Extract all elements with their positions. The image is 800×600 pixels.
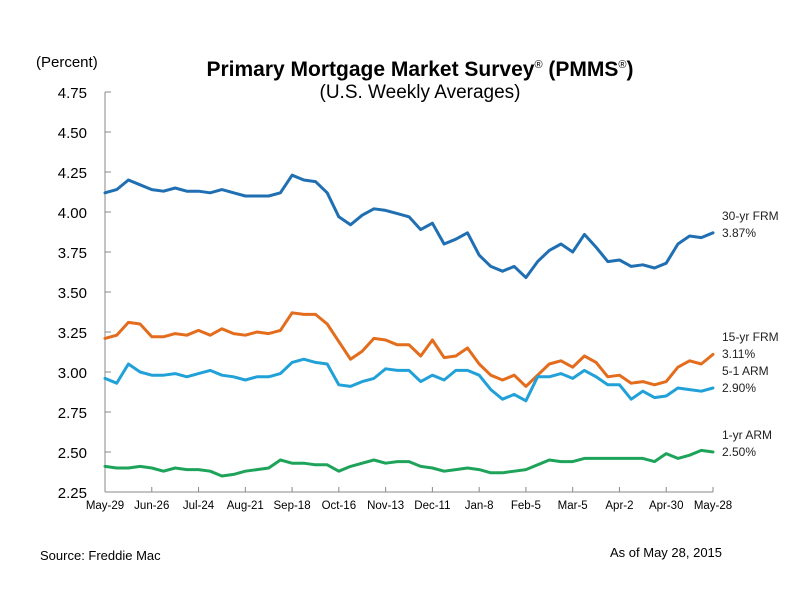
series-latest-value: 2.90% [722,381,757,395]
y-tick-label: 4.00 [58,205,87,222]
x-tick-label: Apr-2 [605,500,633,512]
x-tick-label: Jul-24 [183,500,215,512]
chart-title: Primary Mortgage Market Survey® (PMMS®) [0,58,800,82]
series-name: 30-yr FRM [722,208,779,223]
x-tick-label: Feb-5 [511,500,541,512]
y-tick-label: 3.00 [58,365,87,382]
series-line-5-1-arm [103,357,715,403]
x-tick-label: Nov-13 [367,500,404,512]
title-mid: (PMMS [542,58,619,81]
series-name: 15-yr FRM [722,330,779,345]
title-end: ) [626,58,634,81]
registered-mark: ® [534,59,543,71]
series-end-label: 1-yr ARM 2.50% [722,427,772,461]
x-tick-label: Oct-16 [322,500,357,512]
x-tick-label: Jun-26 [134,500,169,512]
y-tick-label: 2.50 [58,445,87,462]
x-tick-label: May-29 [86,500,124,512]
x-tick-label: Apr-30 [649,500,684,512]
y-tick-label: 2.75 [58,405,87,422]
registered-mark: ® [618,59,627,71]
series-latest-value: 2.50% [722,445,757,459]
x-tick-label: Jan-8 [465,500,494,512]
y-tick-label: 2.25 [58,485,87,502]
chart-subtitle: (U.S. Weekly Averages) [319,82,521,103]
y-tick-label: 3.75 [58,245,87,262]
series-end-label: 5-1 ARM 2.90% [722,363,769,397]
series-name: 1-yr ARM [722,428,773,442]
y-tick-label: 3.25 [58,325,87,342]
series-end-label: 30-yr FRM 3.87% [722,208,779,242]
y-tick-label: 4.50 [58,125,87,142]
y-tick-label: 4.25 [58,165,87,182]
y-tick-label: 4.75 [58,85,87,102]
x-tick-label: Aug-21 [227,500,264,512]
series-line-30-yr-frm [103,173,715,280]
series-name: 5-1 ARM [722,364,769,378]
x-tick-label: Dec-11 [414,500,450,512]
x-tick-label: Sep-18 [274,500,311,512]
title-main: Primary Mortgage Market Survey [206,58,535,81]
series-latest-value: 3.87% [722,225,757,240]
as-of-date: As of May 28, 2015 [610,545,723,560]
y-tick-label: 3.50 [58,285,87,302]
x-tick-label: Mar-5 [558,500,588,512]
source-note: Source: Freddie Mac [40,548,161,563]
y-axis-unit-label: (Percent) [36,54,98,71]
series-latest-value: 3.11% [722,347,756,362]
series-line-1-yr-arm [103,448,715,478]
x-tick-label: May-28 [694,500,732,512]
series-end-label: 15-yr FRM 3.11% [722,329,779,363]
